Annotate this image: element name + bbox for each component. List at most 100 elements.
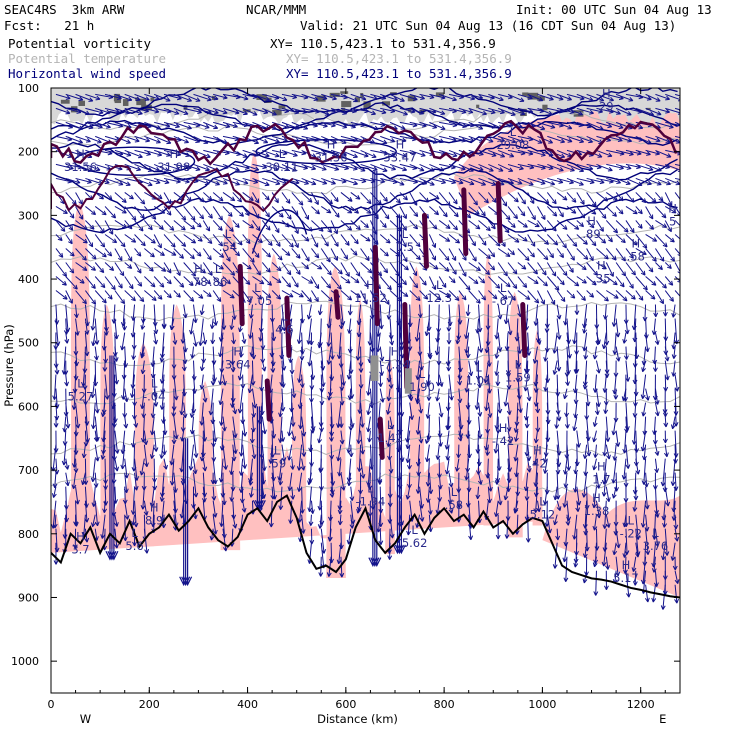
wind-vector	[242, 149, 260, 157]
wind-vector	[254, 406, 264, 510]
wind-vector	[454, 458, 460, 472]
wind-vector	[448, 276, 456, 284]
wind-vector	[94, 318, 100, 345]
wind-vector	[261, 416, 267, 435]
wind-vector	[586, 248, 594, 262]
wind-vector	[546, 248, 554, 259]
wind-vector	[75, 135, 91, 143]
wind-vector	[645, 206, 654, 220]
wind-vector	[427, 346, 433, 360]
wind-vector	[114, 206, 127, 214]
wind-vector	[601, 332, 607, 350]
extremum-marker: H	[631, 236, 640, 250]
wind-vector	[65, 290, 73, 304]
wind-vector	[85, 93, 101, 101]
wind-vector	[527, 93, 544, 102]
wind-vector	[124, 220, 133, 230]
wind-vector	[330, 107, 348, 115]
wind-vector	[438, 290, 451, 298]
wind-vector	[645, 276, 657, 286]
wind-vector	[340, 192, 353, 202]
wind-vector	[418, 402, 424, 414]
wind-vector	[320, 276, 332, 289]
wind-vector	[212, 206, 223, 221]
wind-vector	[75, 93, 94, 102]
wind-vector	[84, 318, 90, 335]
wind-vector	[134, 206, 145, 219]
y-axis-title: Pressure (hPa)	[2, 324, 16, 407]
wind-vector	[392, 215, 402, 555]
wind-vector	[61, 444, 67, 466]
extremum-value: .78	[189, 275, 207, 289]
wind-vector	[346, 430, 352, 454]
wind-vector	[104, 262, 115, 272]
wind-vector	[84, 234, 94, 248]
wind-vector	[544, 318, 550, 333]
wind-vector	[153, 220, 164, 230]
wind-vector	[537, 220, 547, 233]
wind-vector	[242, 290, 252, 304]
wind-vector	[576, 220, 585, 228]
wind-vector	[65, 177, 81, 185]
wind-vector	[222, 234, 236, 248]
wind-vector	[438, 234, 451, 242]
wind-vector	[563, 472, 569, 488]
wind-vector	[632, 570, 638, 586]
wind-vector	[213, 121, 231, 129]
wind-vector	[291, 206, 299, 216]
extremum-value: 5.12	[530, 507, 556, 521]
wind-vector	[242, 163, 260, 172]
wind-vector	[75, 192, 83, 205]
wind-vector	[222, 206, 233, 217]
wind-vector	[415, 388, 421, 405]
wind-vector	[340, 262, 350, 277]
wind-vector	[83, 430, 89, 447]
wind-vector	[494, 346, 500, 359]
wind-vector	[507, 107, 526, 116]
pv-contour-blob	[237, 263, 245, 327]
wind-vector	[635, 149, 651, 156]
wind-vector	[360, 290, 368, 305]
extremum-marker: L	[402, 227, 409, 241]
init-label: Init: 00 UTC Sun 04 Aug 13	[516, 2, 712, 17]
wind-vector	[409, 248, 421, 261]
wind-vector	[360, 458, 366, 479]
wind-vector	[210, 472, 216, 485]
wind-vector	[183, 248, 195, 260]
wind-vector	[399, 192, 408, 201]
wind-vector	[546, 192, 557, 205]
wind-vector	[564, 402, 570, 418]
wind-vector	[321, 121, 336, 128]
wind-vector	[262, 149, 280, 158]
wind-vector	[287, 416, 293, 437]
wind-vector	[321, 177, 336, 185]
stratospheric-pv-band	[78, 100, 86, 106]
wind-vector	[507, 290, 516, 301]
wind-vector	[419, 276, 427, 286]
wind-vector	[153, 332, 158, 345]
wind-vector	[144, 107, 160, 114]
wind-vector	[615, 528, 621, 549]
wind-vector	[203, 121, 219, 130]
wind-vector	[222, 374, 227, 386]
wind-vector	[104, 248, 113, 257]
wind-vector	[124, 262, 133, 269]
wind-vector	[193, 472, 199, 498]
wind-vector	[62, 416, 68, 433]
wind-vector	[134, 93, 150, 101]
wind-vector	[576, 177, 595, 185]
field-name-wind: Horizontal wind speed	[8, 66, 167, 81]
wind-vector	[173, 374, 179, 401]
wind-vector	[596, 262, 607, 270]
wind-vector	[662, 430, 668, 444]
wind-vector	[75, 234, 88, 244]
wind-vector	[301, 430, 307, 457]
wind-vector	[448, 220, 458, 231]
wind-vector	[202, 220, 211, 232]
wind-vector	[311, 192, 319, 206]
wind-vector	[586, 276, 597, 286]
wind-vector	[444, 458, 450, 475]
wind-vector	[317, 304, 323, 316]
wind-vector	[468, 290, 481, 304]
